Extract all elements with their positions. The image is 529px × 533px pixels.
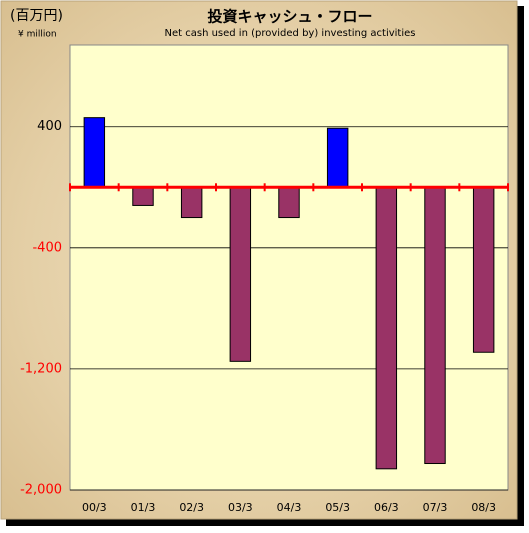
bar: [424, 186, 446, 465]
chart-subtitle: Net cash used in (provided by) investing…: [165, 28, 416, 39]
y-tick-label: -1,200: [20, 361, 62, 376]
x-tick-label: 05/3: [325, 501, 350, 514]
bar: [278, 186, 300, 219]
x-tick-label: 01/3: [131, 501, 156, 514]
x-tick-label: 04/3: [277, 501, 302, 514]
x-tick-label: 06/3: [374, 501, 399, 514]
y-tick-label: 400: [37, 119, 62, 134]
x-tick-label: 00/3: [82, 501, 107, 514]
chart-title: 投資キャッシュ・フロー: [207, 8, 372, 26]
bar: [229, 186, 252, 362]
bar: [83, 117, 106, 188]
unit-label-en: ¥ million: [18, 30, 57, 40]
y-tick-label: -400: [32, 240, 62, 255]
bar: [472, 186, 495, 353]
x-tick-label: 03/3: [228, 501, 253, 514]
y-tick-label: -2,000: [20, 483, 62, 498]
x-tick-label: 02/3: [179, 501, 204, 514]
unit-label: (百万円): [10, 8, 63, 24]
bar: [132, 186, 154, 206]
x-tick-label: 08/3: [471, 501, 496, 514]
x-tick-label: 07/3: [423, 501, 448, 514]
bar: [180, 186, 203, 219]
bar: [326, 127, 349, 188]
bar: [375, 186, 398, 470]
